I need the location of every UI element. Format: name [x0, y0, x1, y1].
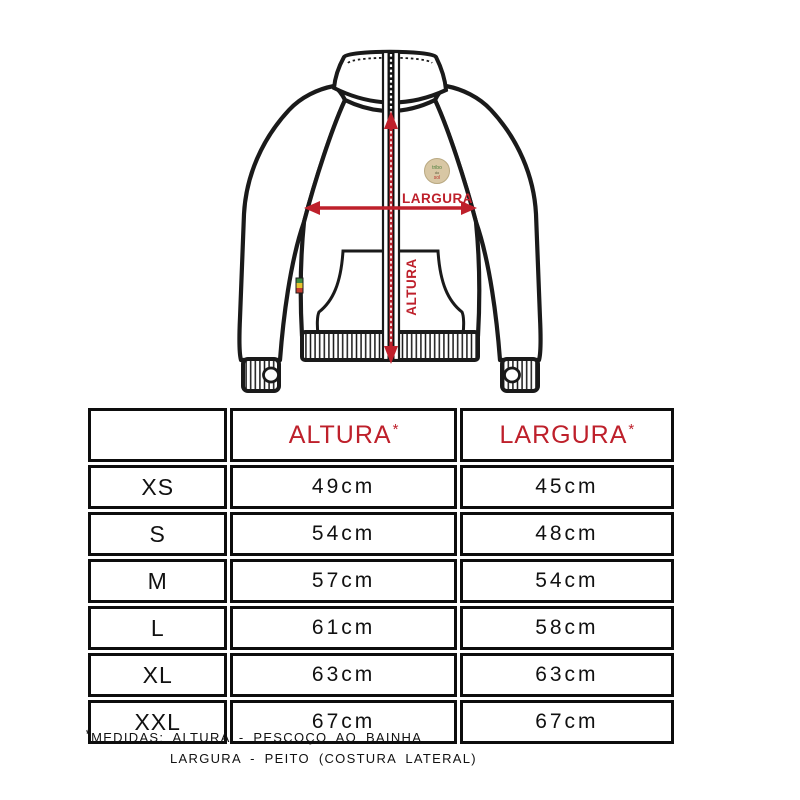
altura-cell: 63cm [230, 653, 457, 697]
largura-cell: 54cm [459, 559, 674, 603]
jacket-diagram: tribo do sol LARGURA ALTURA [237, 49, 543, 393]
largura-header-label: LARGURA [499, 420, 628, 449]
badge-text-top: tribo [432, 165, 442, 171]
size-cell: XXL [88, 700, 228, 744]
largura-cell: 45cm [459, 465, 674, 509]
largura-cell: 58cm [459, 606, 674, 650]
table-row: L 61cm 58cm [88, 606, 674, 650]
altura-header-label: ALTURA [288, 420, 392, 449]
left-cuff-snap [262, 366, 280, 384]
altura-header-note: * [392, 420, 399, 438]
badge-text-bot: sol [434, 175, 440, 181]
side-tag [295, 277, 304, 294]
table-header-row: ALTURA* LARGURA* [88, 408, 674, 462]
table-row: XXL 67cm 67cm [88, 700, 674, 744]
altura-cell: 49cm [230, 465, 457, 509]
footnote-line-1: *MEDIDAS: ALTURA - PESCOÇO AO BAINHA [86, 723, 477, 748]
size-cell: S [88, 512, 228, 556]
size-cell: XS [88, 465, 228, 509]
largura-cell: 48cm [459, 512, 674, 556]
altura-cell: 54cm [230, 512, 457, 556]
altura-cell: 67cm [230, 700, 457, 744]
altura-cell: 57cm [230, 559, 457, 603]
footnote-line-1-text: MEDIDAS: ALTURA - PESCOÇO AO BAINHA [91, 730, 423, 745]
size-table-section: ALTURA* LARGURA* XS 49cm 45cm S 54cm 48cm M 57c… [85, 405, 683, 747]
size-cell: M [88, 559, 228, 603]
brand-badge: tribo do sol [424, 158, 450, 184]
size-table-body: XS 49cm 45cm S 54cm 48cm M 57cm 54cm L 61cm 58cm XL 6… [88, 465, 674, 744]
height-arrow-label: ALTURA [404, 258, 419, 316]
height-arrow [384, 111, 398, 364]
measurement-footnote: *MEDIDAS: ALTURA - PESCOÇO AO BAINHA LAR… [86, 723, 477, 769]
table-row: XL 63cm 63cm [88, 653, 674, 697]
size-table: ALTURA* LARGURA* XS 49cm 45cm S 54cm 48cm M 57c… [85, 405, 677, 747]
right-cuff-snap [503, 366, 521, 384]
largura-cell: 67cm [459, 700, 674, 744]
largura-header-cell: LARGURA* [459, 408, 674, 462]
footnote-asterisk: * [86, 726, 92, 741]
size-cell: L [88, 606, 228, 650]
altura-header-cell: ALTURA* [230, 408, 457, 462]
size-cell: XL [88, 653, 228, 697]
largura-header-note: * [628, 420, 635, 438]
width-arrow-label: LARGURA [402, 191, 473, 206]
footnote-line-2: LARGURA - PEITO (COSTURA LATERAL) [170, 751, 477, 766]
empty-header-cell [88, 408, 228, 462]
badge-text-mid: do [435, 170, 440, 175]
table-row: M 57cm 54cm [88, 559, 674, 603]
largura-cell: 63cm [459, 653, 674, 697]
width-arrow [304, 201, 477, 215]
table-row: XS 49cm 45cm [88, 465, 674, 509]
table-row: S 54cm 48cm [88, 512, 674, 556]
altura-cell: 61cm [230, 606, 457, 650]
